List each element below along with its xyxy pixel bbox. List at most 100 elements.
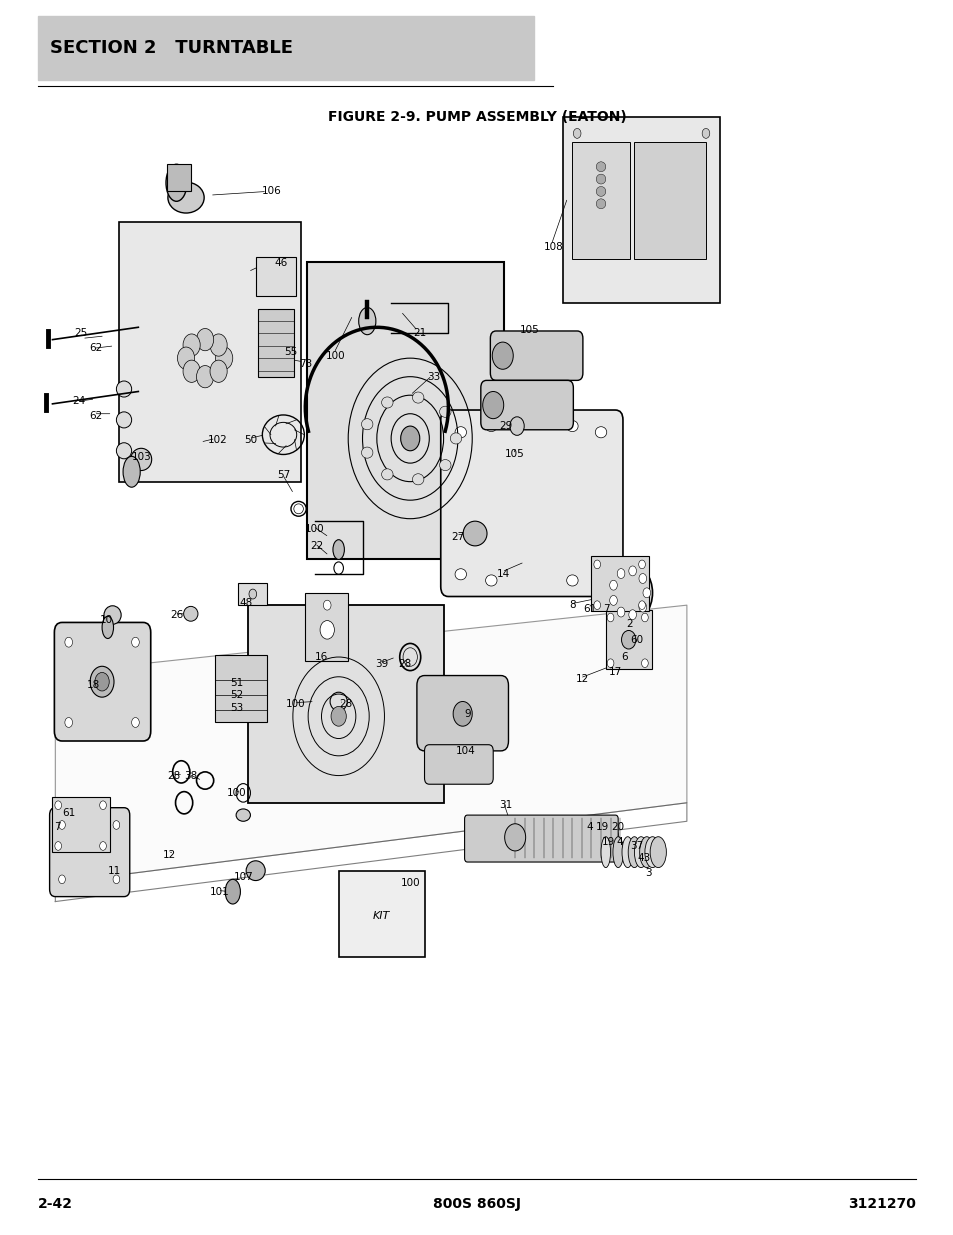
Ellipse shape bbox=[177, 347, 194, 369]
Circle shape bbox=[331, 706, 346, 726]
Text: 16: 16 bbox=[314, 652, 328, 662]
Text: 103: 103 bbox=[132, 452, 151, 462]
Text: 38: 38 bbox=[184, 771, 197, 781]
Ellipse shape bbox=[249, 589, 256, 599]
Ellipse shape bbox=[381, 469, 393, 480]
Ellipse shape bbox=[485, 574, 497, 585]
Ellipse shape bbox=[112, 820, 119, 830]
Ellipse shape bbox=[596, 162, 605, 172]
Ellipse shape bbox=[196, 366, 213, 388]
Ellipse shape bbox=[116, 442, 132, 459]
Text: 28: 28 bbox=[339, 699, 353, 709]
FancyBboxPatch shape bbox=[480, 380, 573, 430]
Bar bbox=[591, 556, 648, 611]
Text: FIGURE 2-9. PUMP ASSEMBLY (EATON): FIGURE 2-9. PUMP ASSEMBLY (EATON) bbox=[327, 110, 626, 125]
Ellipse shape bbox=[323, 600, 331, 610]
Text: 62: 62 bbox=[89, 411, 102, 421]
Ellipse shape bbox=[116, 412, 132, 429]
FancyBboxPatch shape bbox=[119, 222, 300, 482]
Ellipse shape bbox=[361, 447, 373, 458]
Text: 7: 7 bbox=[54, 823, 60, 832]
Ellipse shape bbox=[65, 637, 72, 647]
Ellipse shape bbox=[54, 842, 61, 850]
Ellipse shape bbox=[54, 802, 61, 810]
Text: 14: 14 bbox=[497, 569, 510, 579]
FancyBboxPatch shape bbox=[38, 16, 534, 80]
Ellipse shape bbox=[566, 574, 578, 585]
Text: KIT: KIT bbox=[373, 911, 390, 921]
Text: 3: 3 bbox=[645, 868, 651, 878]
Text: 21: 21 bbox=[413, 329, 426, 338]
Ellipse shape bbox=[609, 595, 617, 605]
FancyBboxPatch shape bbox=[50, 808, 130, 897]
Ellipse shape bbox=[462, 521, 486, 546]
Ellipse shape bbox=[638, 601, 644, 610]
Text: 46: 46 bbox=[274, 258, 288, 268]
Text: 39: 39 bbox=[375, 659, 388, 669]
Bar bbox=[572, 142, 629, 259]
Ellipse shape bbox=[236, 809, 250, 821]
Text: 6: 6 bbox=[621, 652, 627, 662]
Ellipse shape bbox=[606, 659, 614, 667]
Text: 100: 100 bbox=[305, 524, 324, 534]
FancyBboxPatch shape bbox=[562, 117, 720, 303]
Ellipse shape bbox=[99, 802, 106, 810]
Ellipse shape bbox=[638, 561, 644, 568]
FancyBboxPatch shape bbox=[307, 262, 503, 559]
Bar bbox=[338, 871, 424, 957]
Text: 60: 60 bbox=[630, 635, 643, 645]
Text: 3121270: 3121270 bbox=[847, 1197, 915, 1212]
FancyBboxPatch shape bbox=[464, 815, 618, 862]
Bar bbox=[255, 257, 295, 296]
Ellipse shape bbox=[116, 380, 132, 398]
Ellipse shape bbox=[455, 568, 466, 580]
Text: 800S 860SJ: 800S 860SJ bbox=[433, 1197, 520, 1212]
Text: 53: 53 bbox=[230, 703, 243, 713]
FancyBboxPatch shape bbox=[54, 622, 151, 741]
Circle shape bbox=[400, 426, 419, 451]
Ellipse shape bbox=[510, 416, 524, 436]
Ellipse shape bbox=[358, 308, 375, 335]
Text: 29: 29 bbox=[498, 421, 512, 431]
Text: 50: 50 bbox=[244, 435, 257, 445]
Ellipse shape bbox=[485, 420, 497, 431]
Ellipse shape bbox=[210, 361, 227, 383]
Text: 25: 25 bbox=[74, 329, 88, 338]
Ellipse shape bbox=[482, 391, 503, 419]
Ellipse shape bbox=[600, 837, 610, 867]
Ellipse shape bbox=[596, 174, 605, 184]
Text: 61: 61 bbox=[62, 808, 75, 818]
Text: 12: 12 bbox=[575, 674, 588, 684]
Ellipse shape bbox=[65, 718, 72, 727]
Text: 9: 9 bbox=[464, 709, 470, 719]
Text: 61: 61 bbox=[582, 604, 596, 614]
Text: 2-42: 2-42 bbox=[38, 1197, 73, 1212]
Text: 43: 43 bbox=[637, 853, 650, 863]
Ellipse shape bbox=[595, 427, 606, 438]
Ellipse shape bbox=[59, 820, 65, 830]
Ellipse shape bbox=[596, 186, 605, 196]
Ellipse shape bbox=[504, 824, 525, 851]
Ellipse shape bbox=[94, 672, 109, 692]
Ellipse shape bbox=[606, 614, 614, 622]
Polygon shape bbox=[55, 605, 686, 883]
Text: 22: 22 bbox=[310, 541, 323, 551]
Bar bbox=[605, 610, 651, 669]
Text: 18: 18 bbox=[87, 680, 100, 690]
Ellipse shape bbox=[225, 879, 240, 904]
Ellipse shape bbox=[701, 128, 709, 138]
Text: 11: 11 bbox=[108, 866, 121, 876]
Text: 52: 52 bbox=[230, 690, 243, 700]
Ellipse shape bbox=[361, 419, 373, 430]
Text: 33: 33 bbox=[427, 372, 440, 382]
Text: 57: 57 bbox=[277, 471, 291, 480]
Ellipse shape bbox=[640, 614, 648, 622]
Ellipse shape bbox=[617, 608, 624, 618]
Text: 20: 20 bbox=[611, 823, 624, 832]
Ellipse shape bbox=[196, 329, 213, 351]
Bar bbox=[214, 655, 267, 722]
Text: 100: 100 bbox=[286, 699, 305, 709]
Ellipse shape bbox=[606, 563, 652, 622]
Ellipse shape bbox=[453, 701, 472, 726]
Ellipse shape bbox=[593, 561, 600, 568]
